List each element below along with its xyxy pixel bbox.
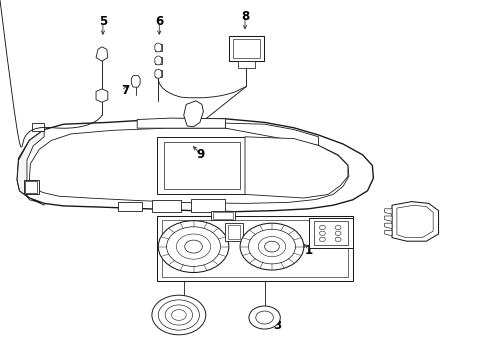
Polygon shape	[392, 202, 439, 241]
Polygon shape	[184, 101, 203, 127]
Polygon shape	[155, 44, 162, 51]
Text: 5: 5	[99, 15, 107, 28]
Polygon shape	[17, 119, 373, 212]
Polygon shape	[17, 130, 44, 205]
Polygon shape	[155, 43, 162, 52]
Circle shape	[265, 241, 279, 252]
Polygon shape	[245, 137, 348, 198]
Text: 6: 6	[155, 15, 163, 28]
Polygon shape	[118, 202, 142, 211]
Circle shape	[249, 306, 280, 329]
Polygon shape	[155, 57, 162, 64]
Polygon shape	[385, 209, 392, 214]
Polygon shape	[155, 69, 162, 78]
Circle shape	[158, 221, 229, 273]
Polygon shape	[191, 199, 225, 212]
Text: 8: 8	[241, 10, 249, 23]
Text: 3: 3	[273, 319, 281, 332]
Polygon shape	[152, 200, 181, 212]
Polygon shape	[225, 123, 318, 145]
Polygon shape	[385, 216, 392, 221]
Polygon shape	[238, 61, 255, 68]
Polygon shape	[155, 70, 162, 77]
Text: 7: 7	[121, 84, 129, 96]
Text: 9: 9	[197, 148, 205, 161]
Circle shape	[240, 223, 304, 270]
Polygon shape	[137, 118, 225, 128]
Polygon shape	[32, 123, 44, 131]
Text: 2: 2	[422, 222, 430, 235]
Polygon shape	[385, 230, 392, 236]
Text: 4: 4	[175, 307, 183, 320]
Polygon shape	[385, 223, 392, 229]
Polygon shape	[225, 223, 243, 241]
Polygon shape	[24, 180, 39, 194]
Circle shape	[185, 240, 202, 253]
Polygon shape	[157, 216, 353, 281]
Text: 1: 1	[305, 244, 313, 257]
Polygon shape	[211, 211, 235, 220]
Polygon shape	[155, 56, 162, 65]
Polygon shape	[96, 89, 108, 102]
Polygon shape	[96, 47, 108, 61]
Polygon shape	[131, 76, 140, 87]
Polygon shape	[309, 218, 353, 248]
Polygon shape	[229, 36, 264, 61]
Circle shape	[152, 295, 206, 335]
Polygon shape	[157, 137, 245, 194]
